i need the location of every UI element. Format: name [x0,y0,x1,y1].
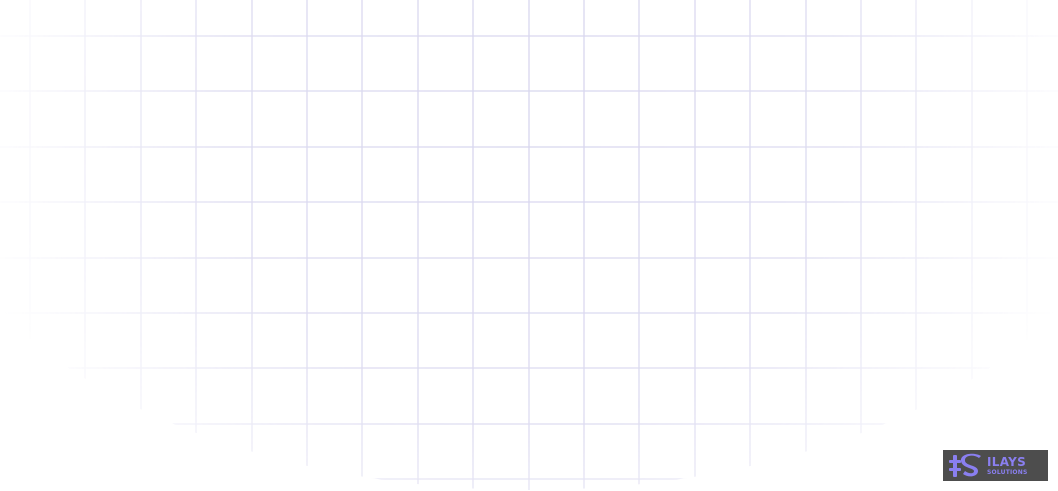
company-logo: ILAYS SOLUTIONS [943,450,1048,481]
ilays-solutions-logo-icon [949,453,981,477]
logo-brand-name: ILAYS [987,454,1027,469]
logo-subtitle: SOLUTIONS [987,468,1028,476]
logo-text: ILAYS SOLUTIONS [987,456,1027,476]
